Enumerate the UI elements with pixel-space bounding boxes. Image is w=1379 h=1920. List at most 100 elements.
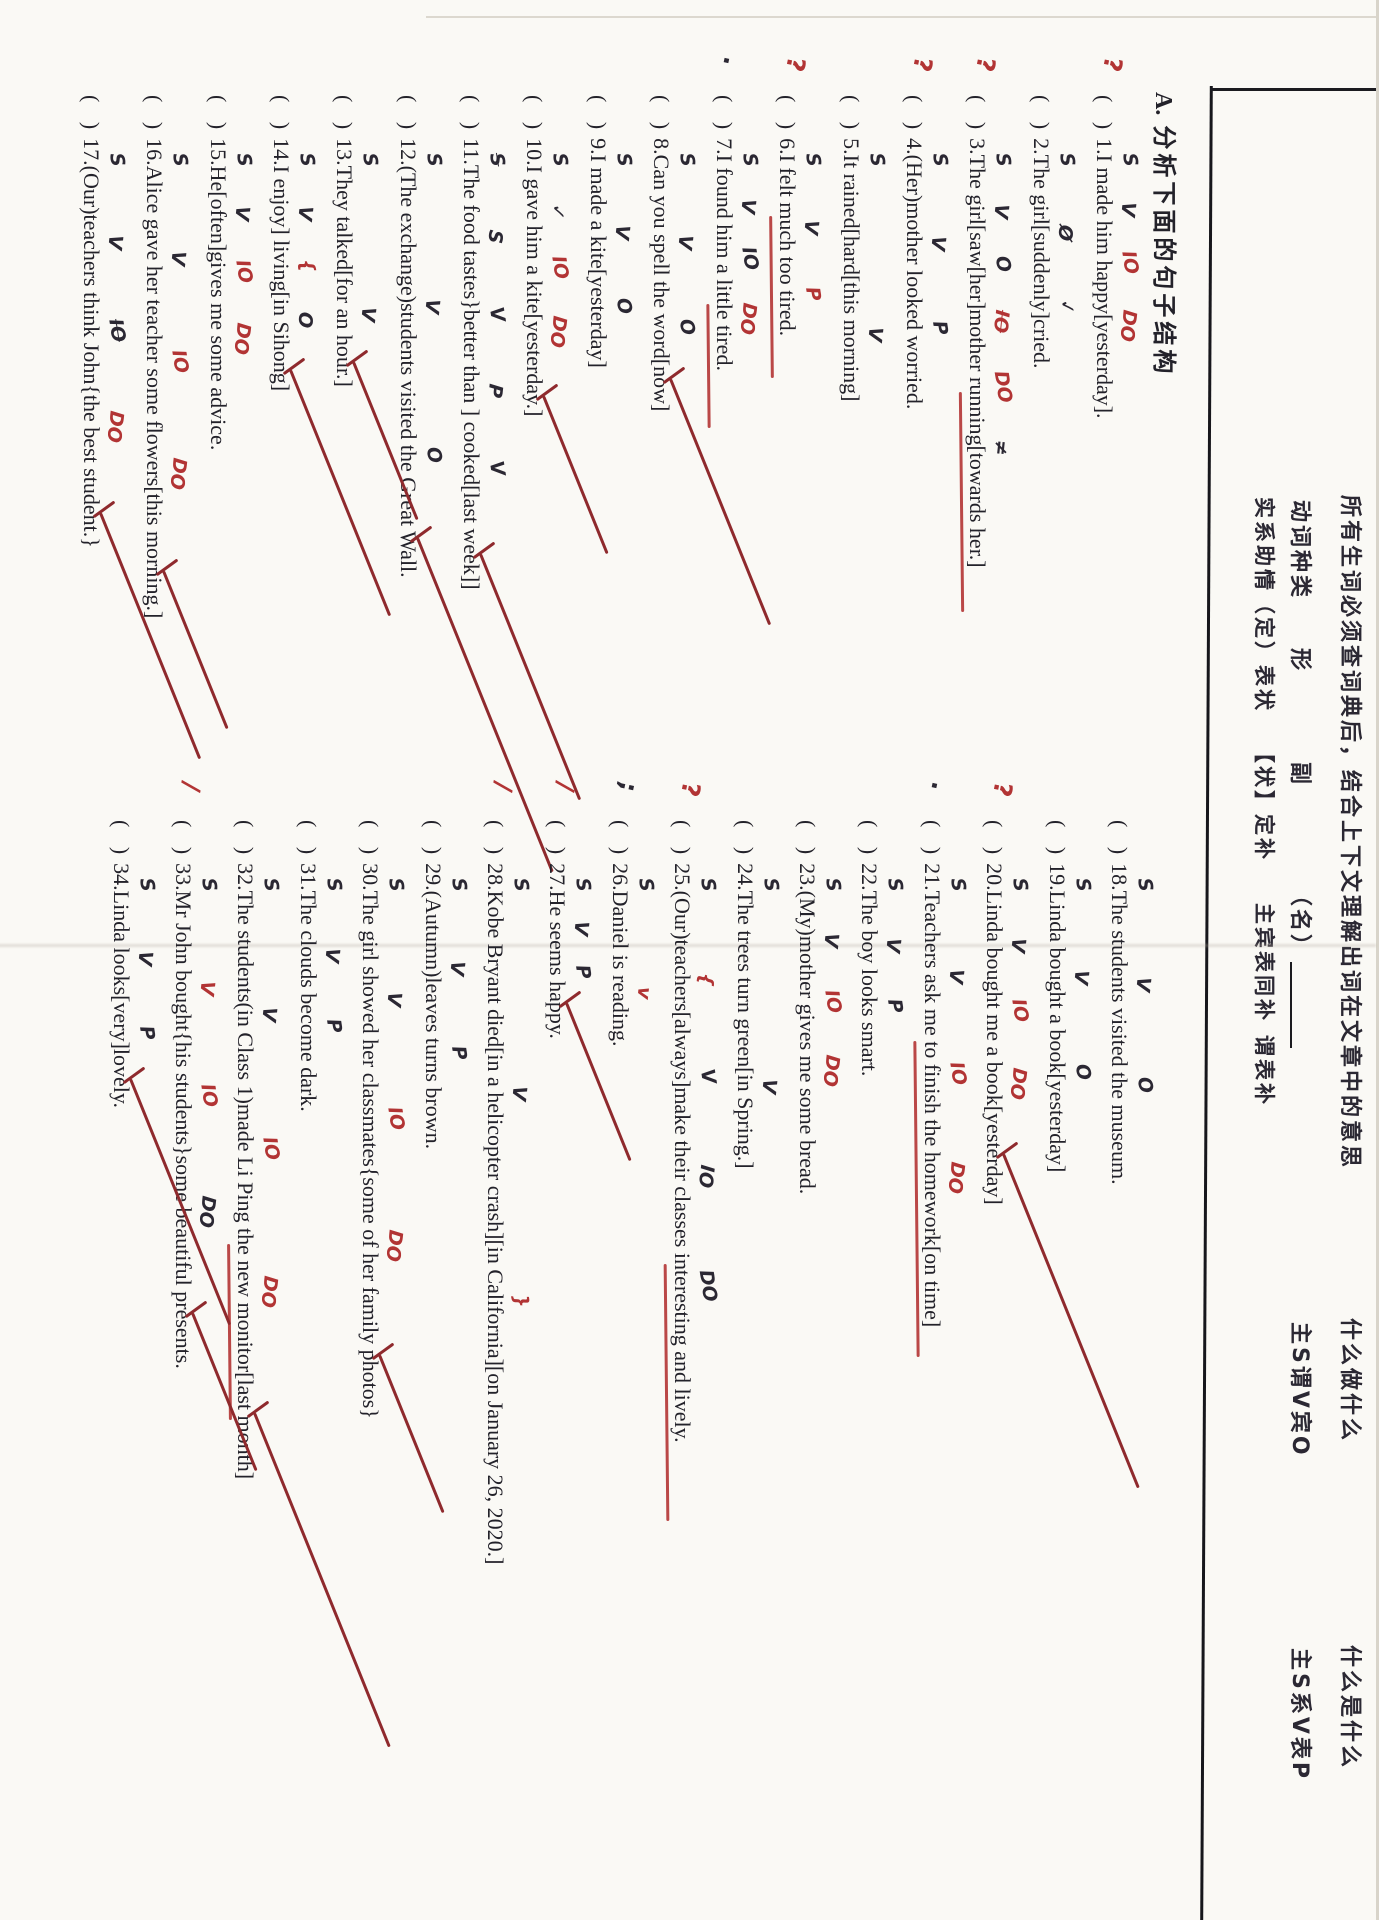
grading-mark-token: IO — [1117, 249, 1143, 277]
answer-bracket: ( ) — [522, 95, 548, 137]
grading-mark-token: V — [320, 946, 344, 964]
header-verb-types-label: 动词种类 — [1287, 500, 1312, 601]
grading-mark-token: V — [673, 234, 697, 251]
sentence-row: ? ( )6.I felt much too tired. S V P — [769, 54, 825, 378]
grading-mark-token: S — [197, 876, 221, 894]
header-adv-roles: 【状】定补 — [1252, 742, 1276, 862]
sentence-row: ( )17.(Our)teachers think John{the best … — [78, 95, 202, 759]
answer-bracket: ( ) — [732, 820, 758, 862]
answer-bracket: ( ) — [857, 820, 883, 862]
sentence-text: Linda looks[very]lovely. — [108, 890, 134, 1108]
answer-bracket: ( ) — [545, 820, 571, 862]
grading-mark-token: S — [801, 151, 826, 169]
grading-mark-token: V — [382, 990, 406, 1008]
grading-mark-token: S — [231, 151, 256, 169]
sentence-text: Linda bought me a book[yesterday] — [982, 890, 1008, 1205]
header-verb-kinds: 实系助情（定）表状 — [1252, 497, 1276, 713]
item-number: 22. — [857, 863, 883, 891]
grading-mark-token: DO — [229, 321, 255, 356]
grading-mark-token: S — [696, 876, 721, 894]
sentence-row: ? ( )1.I made him happy[yesterday]. S V IO DO — [1091, 54, 1143, 418]
sentence-text: The boy looks smart. — [857, 890, 883, 1077]
grading-mark-token: S — [384, 876, 409, 894]
grading-marks: S V P — [133, 876, 159, 1041]
grading-mark-token: IO — [547, 254, 573, 281]
grading-marks: S V P — [320, 876, 346, 1034]
sentence-row: ( )29.(Autumn)leaves turns brown. S V P — [420, 820, 471, 1150]
sentence-text: The clouds become dark. — [295, 890, 321, 1112]
answer-bracket: ( ) — [982, 820, 1008, 862]
sentence-text: Can you spell the word[now] — [648, 154, 674, 412]
grading-mark-token: O — [421, 444, 446, 465]
header-instruction: 所有生词必须查词典后，结合上下文理解出词在文章中的意思 — [1337, 495, 1362, 1171]
sentence-row: ( )19.Linda bought a book[yesterday] S V O — [1044, 820, 1095, 1172]
margin-mark: / — [488, 779, 519, 795]
grading-mark-token: O — [674, 316, 700, 337]
item-number: 18. — [1107, 863, 1132, 891]
item-number: 12. — [395, 138, 421, 166]
grading-mark-token: S — [1133, 876, 1157, 894]
margin-mark: / — [550, 779, 582, 795]
grading-mark-token: { — [295, 257, 320, 275]
grading-marks: S V IO DO — [1006, 876, 1033, 1101]
answer-bracket: ( ) — [483, 820, 508, 862]
grading-mark-token: P — [801, 285, 826, 303]
sentence-row: ( )10.I gave him a kite[yesterday.] S ✓ IO D… — [521, 95, 609, 554]
grading-mark-token: IO — [820, 988, 846, 1015]
grading-mark-token: S — [358, 151, 383, 169]
grading-mark-token: S — [945, 876, 970, 894]
grading-marks: S V IO DO — [818, 876, 846, 1087]
grading-marks: S V O — [609, 151, 636, 317]
sentence-row: ( )18.The students visited the museum. S V… — [1106, 820, 1157, 1185]
sentence-row: ( )15.He[often]gives me some advice. S V IO… — [205, 95, 257, 450]
grading-marks: S {V IO DO — [694, 876, 722, 1303]
margin-mark: ; — [613, 779, 644, 795]
grading-marks: S V O — [1131, 876, 1157, 1095]
sentence-text: I felt much too tired. — [775, 154, 801, 337]
teacher-underline — [769, 215, 775, 378]
item-number: 26. — [607, 863, 633, 891]
grading-mark-token: O — [611, 296, 636, 317]
answer-bracket: ( ) — [142, 95, 168, 137]
answer-bracket: ( ) — [1092, 95, 1117, 137]
sentence-row: ( )23.(My)mother gives me some bread. S V I… — [794, 820, 846, 1194]
sentence-text: I made a kite[yesterday] — [585, 154, 611, 368]
grading-mark-token: V — [420, 297, 444, 315]
grading-mark-token: ✓ — [546, 202, 571, 221]
grading-mark-token: IO — [258, 1135, 285, 1163]
header-blank-line — [1290, 962, 1292, 1048]
grading-marks: S V P — [800, 151, 826, 303]
grading-marks: S ✓ IO DO — [546, 151, 573, 349]
grading-mark-token: S — [738, 151, 763, 169]
sentence-text: (Autumn)leaves turns brown. — [420, 890, 446, 1150]
grading-marks: S V IO DO — [194, 876, 221, 1229]
grading-mark-token: { — [694, 972, 718, 988]
grading-marks: S V P — [926, 151, 952, 336]
grading-mark-token: DO — [1115, 308, 1141, 343]
item-number: 21. — [919, 863, 945, 891]
margin-mark: ? — [970, 54, 1002, 75]
answer-bracket: ( ) — [269, 95, 295, 137]
sentence-text: The girl[saw[her]mother running[towards … — [965, 154, 991, 568]
grading-marks: S V O — [420, 151, 446, 465]
margin-mark: ? — [1096, 54, 1129, 75]
item-number: 13. — [332, 138, 358, 166]
answer-bracket: ( ) — [420, 820, 446, 862]
grading-mark-token: S — [991, 151, 1016, 169]
grading-marks: S V {O — [293, 151, 320, 329]
header-adjective: 形 — [1287, 648, 1312, 674]
grading-mark-token: V — [293, 204, 317, 222]
answer-bracket: ( ) — [965, 95, 991, 137]
teacher-underline — [913, 1040, 920, 1358]
grading-mark-token: V — [484, 459, 510, 478]
item-number: 19. — [1044, 863, 1070, 891]
grading-marks: S V O — [673, 151, 700, 337]
grading-mark-token: V — [756, 1077, 781, 1095]
grading-mark-token: S — [1054, 151, 1079, 169]
sentence-text: I gave him a kite[yesterday.] — [522, 165, 548, 417]
sentence-text: Daniel is reading. — [607, 890, 633, 1047]
sentence-row: ? ( )25.(Our)teachers[always]make their c… — [663, 779, 722, 1521]
grading-mark-token: V — [507, 1084, 531, 1102]
grading-mark-token: V — [609, 223, 634, 241]
